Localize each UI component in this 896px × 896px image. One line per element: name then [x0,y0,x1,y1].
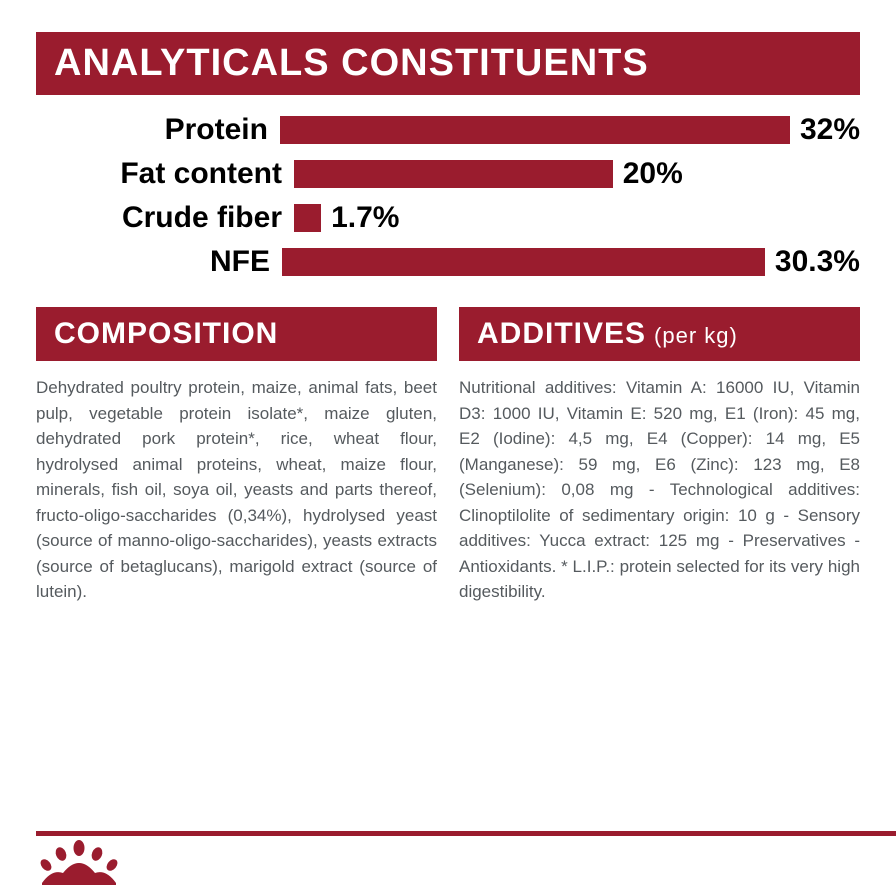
constituent-row: Fat content 20% [36,157,860,191]
additives-header: ADDITIVES (per kg) [459,307,860,361]
composition-title: COMPOSITION [54,317,278,351]
additives-text: Nutritional additives: Vitamin A: 16000 … [459,375,860,605]
constituent-value: 32% [800,113,860,147]
crown-icon [36,839,122,890]
analyticals-title: ANALYTICALS CONSTITUENTS [54,42,649,85]
constituents-chart: Protein 32% Fat content 20% Crude fiber 1.7% N… [36,113,860,279]
additives-column: ADDITIVES (per kg) Nutritional additives… [459,307,860,605]
composition-column: COMPOSITION Dehydrated poultry protein, … [36,307,437,605]
constituent-row: Protein 32% [36,113,860,147]
constituent-row: Crude fiber 1.7% [36,201,860,235]
analyticals-header: ANALYTICALS CONSTITUENTS [36,32,860,95]
bar-area: 32% [280,113,860,147]
composition-text: Dehydrated poultry protein, maize, anima… [36,375,437,605]
constituent-bar [294,160,613,188]
footer-rule [36,831,896,836]
constituent-bar [280,116,790,144]
constituent-label: Crude fiber [36,201,294,235]
bar-area: 1.7% [294,201,860,235]
constituent-bar [294,204,321,232]
composition-header: COMPOSITION [36,307,437,361]
constituent-label: Fat content [36,157,294,191]
constituent-label: Protein [36,113,280,147]
constituent-value: 1.7% [331,201,399,235]
additives-title: ADDITIVES [477,317,646,351]
bar-area: 30.3% [282,245,860,279]
constituent-label: NFE [36,245,282,279]
constituent-row: NFE 30.3% [36,245,860,279]
constituent-value: 20% [623,157,683,191]
bar-area: 20% [294,157,860,191]
constituent-bar [282,248,765,276]
additives-title-note: (per kg) [654,323,738,349]
constituent-value: 30.3% [775,245,860,279]
